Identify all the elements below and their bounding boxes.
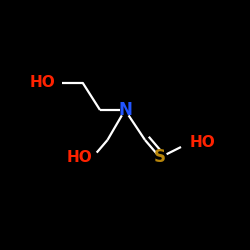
Text: HO: HO [190,135,216,150]
Text: S: S [154,148,166,166]
Text: N: N [118,101,132,119]
Text: HO: HO [29,75,55,90]
Text: HO: HO [67,150,92,165]
